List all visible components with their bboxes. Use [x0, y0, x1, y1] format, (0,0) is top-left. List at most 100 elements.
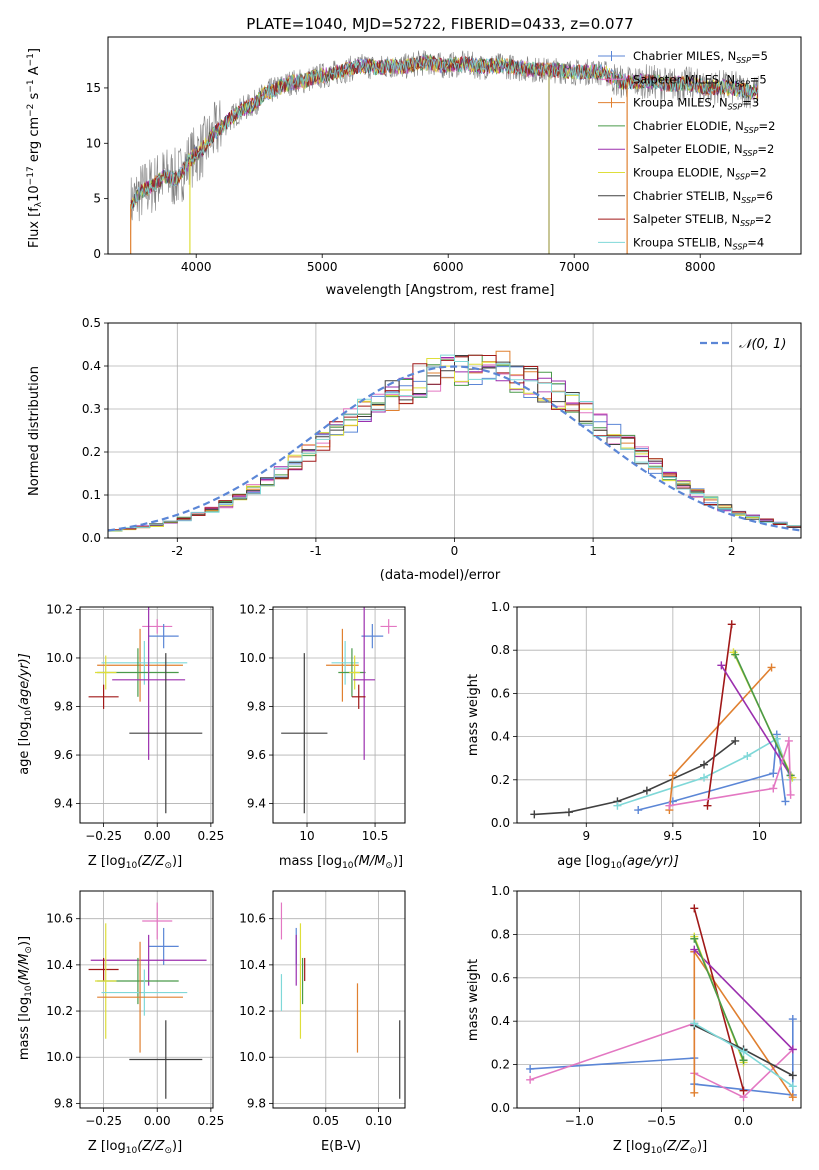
svg-text:mass [log10(M/M⊙)]: mass [log10(M/M⊙)]	[17, 936, 34, 1060]
plot-area	[526, 904, 797, 1102]
weight-series	[530, 736, 740, 819]
y-tick-label: 1.0	[491, 600, 510, 614]
errorbar	[353, 607, 376, 760]
weight-marker	[634, 806, 643, 815]
y-tick-label: 0.8	[491, 927, 510, 941]
weight-series	[665, 736, 795, 810]
y-tick-label: 0.8	[491, 643, 510, 657]
y-tick-label: 0.0	[491, 1101, 510, 1115]
plot-area	[88, 607, 203, 814]
x-tick-label: 0.00	[144, 829, 171, 843]
legend-entry: Salpeter MILES, NSSP=5	[633, 72, 767, 88]
weight-marker	[739, 1086, 748, 1095]
model-spectrum	[130, 55, 759, 212]
weight-marker	[530, 810, 539, 819]
legend-entry: 𝒩(0, 1)	[739, 337, 786, 352]
weight-marker	[717, 661, 726, 670]
weight-series	[703, 620, 736, 810]
y-tick-label: 0.3	[82, 402, 101, 416]
weight-vs-metallicity-panel: Z [log10(Z/Z⊙)] mass weight −1.0 −0.5 0.0 0…	[466, 884, 802, 1156]
weight-series	[690, 934, 748, 1065]
y-tick-label: 10.0	[239, 651, 266, 665]
errorbar	[148, 927, 179, 965]
plot-area	[281, 607, 397, 814]
weight-line	[734, 654, 792, 776]
x-tick-label: 0	[451, 544, 459, 558]
x-tick-label: −0.25	[85, 829, 122, 843]
y-tick-label: 9.6	[247, 748, 266, 762]
errorbar	[90, 934, 207, 986]
histogram-xlabel: (data-model)/error	[380, 568, 501, 583]
y-tick-label: 10.0	[239, 1050, 266, 1064]
y-tick-label: 9.4	[54, 797, 73, 811]
errorbar	[351, 684, 366, 709]
x-tick-label: −0.5	[647, 1114, 676, 1128]
y-tick-label: 9.4	[247, 797, 266, 811]
y-tick-label: 10.4	[239, 958, 266, 972]
y-tick-label: 10.2	[46, 1004, 73, 1018]
y-tick-label: 0.4	[491, 1014, 510, 1028]
x-tick-label: 0.25	[197, 1114, 224, 1128]
weight-marker	[743, 752, 752, 761]
y-tick-label: 5	[93, 192, 101, 206]
x-tick-label: 0.05	[312, 1114, 339, 1128]
weight-z-xlabel: Z [log10(Z/Z⊙)]	[613, 1139, 707, 1156]
weight-marker	[690, 934, 699, 943]
errorbar	[97, 628, 183, 702]
x-tick-label: 0.10	[365, 1114, 392, 1128]
normal-curve	[108, 365, 801, 532]
y-tick-label: 0.4	[82, 359, 101, 373]
legend-entry: Chabrier ELODIE, NSSP=2	[633, 119, 775, 135]
errorbar	[349, 655, 361, 690]
x-tick-label: 10	[752, 829, 767, 843]
x-tick-label: 5000	[307, 260, 338, 274]
weight-marker	[786, 790, 795, 799]
y-tick-label: 1.0	[491, 884, 510, 898]
weight-line	[720, 664, 792, 776]
errorbar	[148, 623, 179, 649]
weight-marker	[700, 773, 709, 782]
weight-line	[669, 740, 792, 807]
errorbar	[88, 957, 119, 982]
y-tick-label: 0.2	[82, 445, 101, 459]
weight-marker	[703, 801, 712, 810]
errorbar	[361, 623, 384, 649]
y-tick-label: 10.0	[46, 651, 73, 665]
plot-area	[280, 902, 401, 1099]
weight-marker	[788, 1082, 797, 1091]
y-tick-label: 10.6	[46, 912, 73, 926]
svg-text:Flux [fλ10−17 erg cm−2 s−1 A−1: Flux [fλ10−17 erg cm−2 s−1 A−1]	[26, 48, 44, 248]
errorbar	[142, 619, 173, 634]
age-vs-mass-panel: mass [log10(M/M⊙)] 10 10.5 9.4 9.6 9.8 10.0 10…	[239, 602, 406, 871]
weight-marker	[690, 904, 699, 913]
spectrum-xlabel: wavelength [Angstrom, rest frame]	[326, 283, 555, 298]
legend-entry: Kroupa STELIB, NSSP=4	[633, 235, 764, 251]
errorbar	[97, 941, 183, 1053]
weight-marker	[564, 808, 573, 817]
axes-frame	[107, 36, 802, 255]
y-tick-label: 0.6	[491, 971, 510, 985]
weight-marker	[727, 620, 736, 629]
weight-series	[690, 1019, 797, 1091]
plot-area	[530, 620, 797, 819]
weight-series	[613, 734, 795, 810]
legend-entry: Chabrier MILES, NSSP=5	[633, 49, 768, 65]
plot-area	[108, 350, 801, 532]
x-tick-label: 9.5	[663, 829, 682, 843]
y-tick-label: 0	[93, 247, 101, 261]
mass-z-ylabel: mass [log10(M/M⊙)]	[17, 936, 34, 1060]
weight-marker	[739, 1047, 748, 1056]
errorbar	[142, 902, 173, 940]
y-tick-label: 0.2	[491, 773, 510, 787]
x-tick-label: 0.00	[144, 1114, 171, 1128]
age-mass-xlabel: mass [log10(M/M⊙)]	[279, 854, 403, 871]
spectrum-legend: Chabrier MILES, NSSP=5 Salpeter MILES, NS…	[598, 49, 775, 251]
weight-marker	[731, 736, 740, 745]
age-z-ylabel: age [log10(age/yr)]	[17, 653, 34, 775]
weight-series	[665, 663, 776, 815]
weight-series	[690, 945, 797, 1054]
y-tick-label: 0.0	[491, 816, 510, 830]
mass-vs-extinction-panel: E(B-V) 0.05 0.10 9.8 10.0 10.2 10.4 10.6	[239, 890, 406, 1154]
legend-entry: Salpeter STELIB, NSSP=2	[633, 212, 772, 228]
axes-frame	[272, 606, 406, 824]
